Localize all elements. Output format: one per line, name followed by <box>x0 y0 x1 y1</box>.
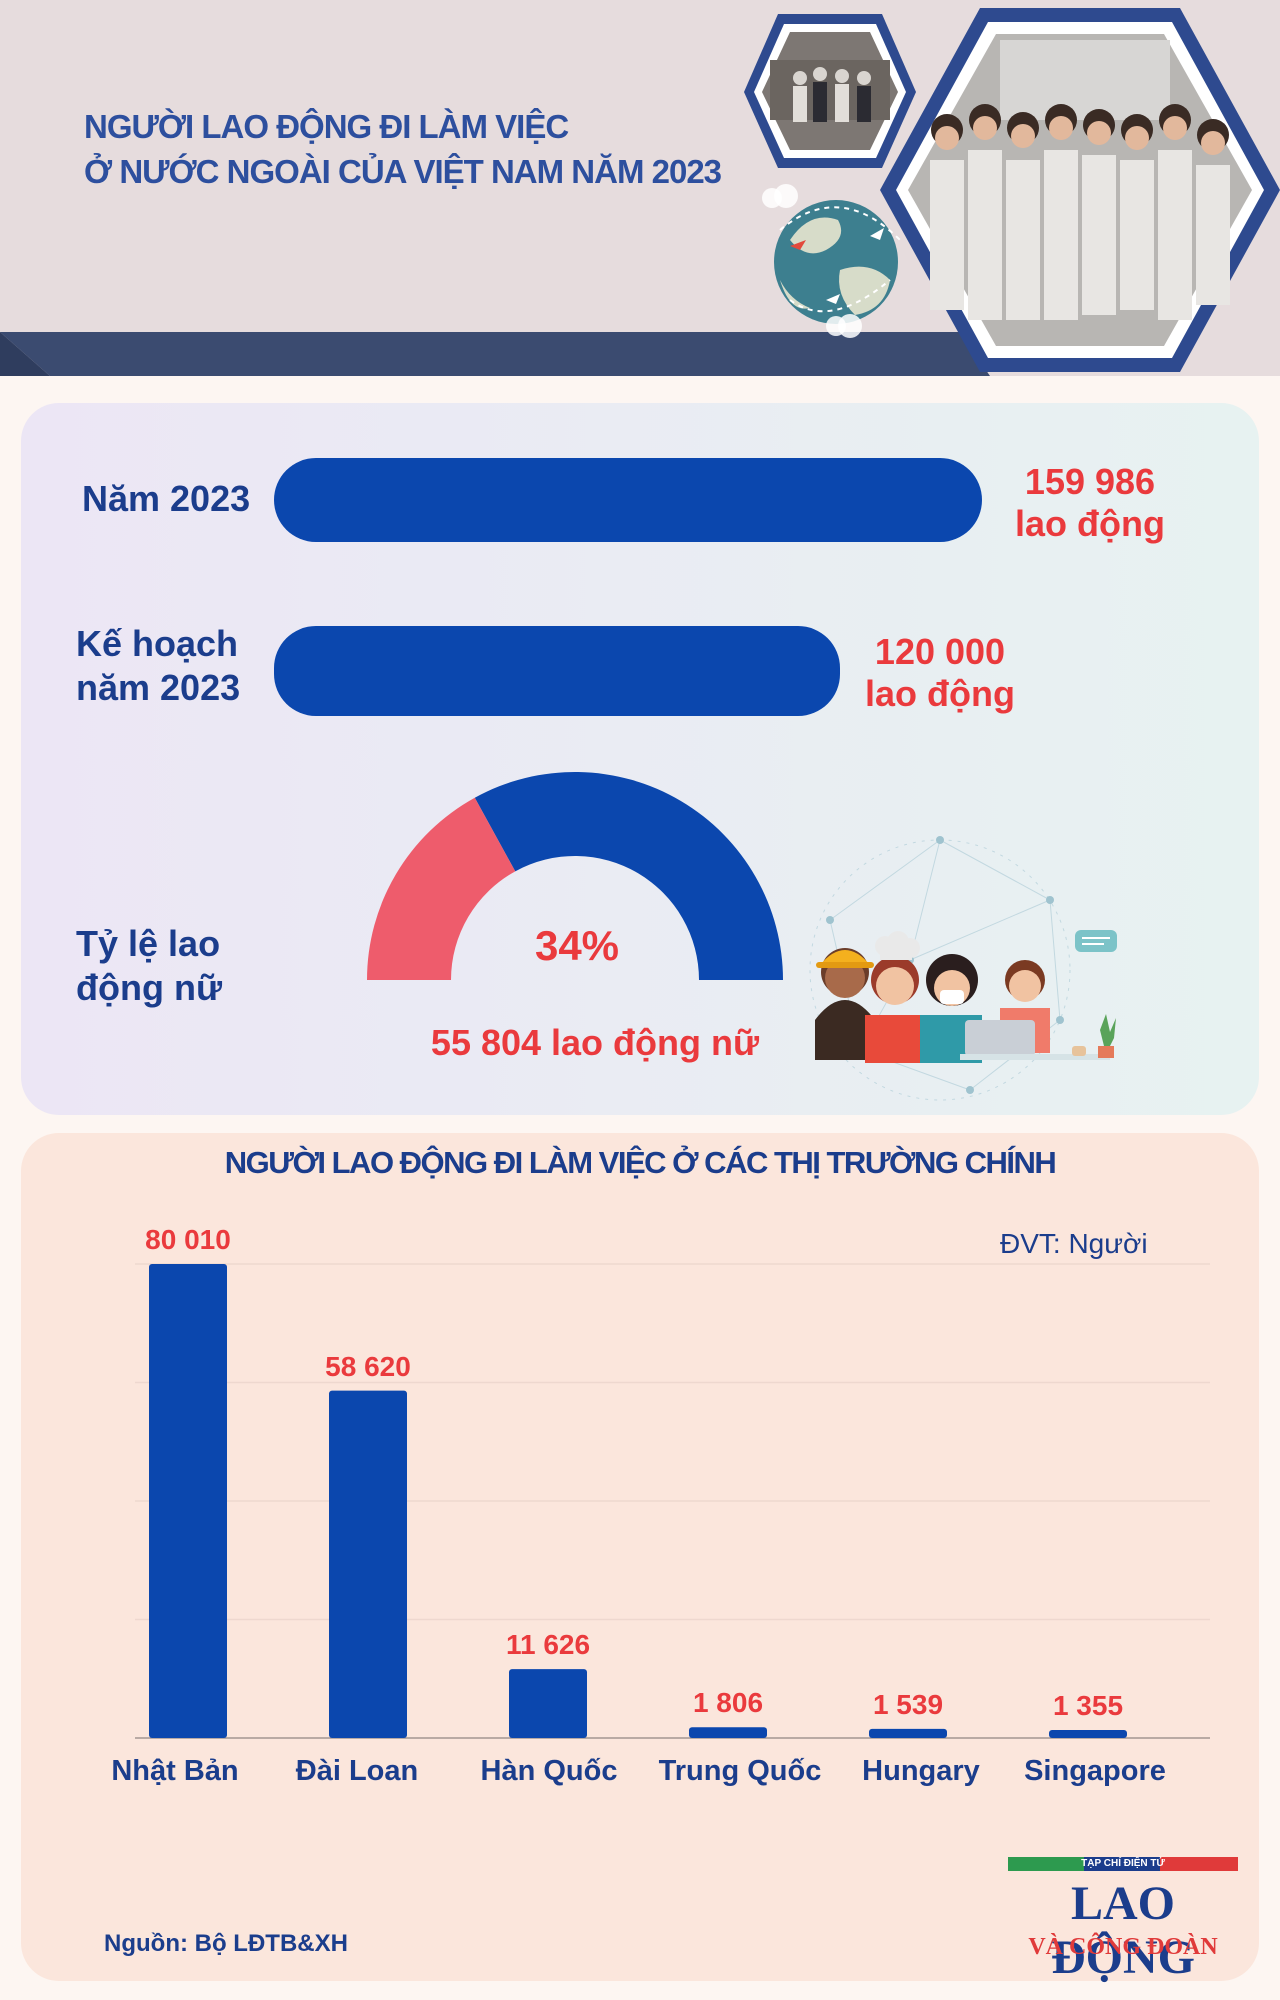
chart-data-label: 80 010 <box>145 1223 231 1255</box>
chart-category-label: Singapore <box>1024 1755 1166 1787</box>
chart-category-label: Hungary <box>862 1755 980 1787</box>
small-hexagon-photo <box>744 14 916 168</box>
market-panel <box>21 1133 1259 1981</box>
chart-bar <box>149 1263 227 1738</box>
female-percent: 34% <box>534 922 620 969</box>
source-note: Nguồn: Bộ LĐTB&XH <box>104 1930 348 1957</box>
chart-title: NGƯỜI LAO ĐỘNG ĐI LÀM VIỆC Ở CÁC THỊ TRƯ… <box>224 1145 1057 1180</box>
chart-category-label: Trung Quốc <box>658 1755 822 1787</box>
chart-bar <box>689 1727 767 1738</box>
actual-unit: lao động <box>1015 503 1165 544</box>
header-decoration <box>0 8 1280 376</box>
logo-sub-text: VÀ CÔNG ĐOÀN <box>1028 1934 1218 1960</box>
header-banner: NGƯỜI LAO ĐỘNG ĐI LÀM VIỆC Ở NƯỚC NGOÀI … <box>0 0 1280 376</box>
plan-label-line-1: Kế hoạch <box>76 623 239 664</box>
globe-icon <box>762 184 901 338</box>
chart-category-label: Hàn Quốc <box>480 1755 618 1787</box>
female-workers-illustration <box>809 836 1117 1101</box>
chart-data-label: 11 626 <box>505 1629 591 1661</box>
gauge-female-segment <box>367 797 516 980</box>
chart-data-label: 1 355 <box>1052 1689 1124 1721</box>
chart-data-label: 1 806 <box>692 1687 764 1719</box>
page-title: NGƯỜI LAO ĐỘNG ĐI LÀM VIỆC Ở NƯỚC NGOÀI … <box>84 104 784 194</box>
female-ratio-gauge <box>367 772 783 980</box>
worker-chef <box>865 931 925 1063</box>
worker-office <box>960 960 1116 1060</box>
actual-label: Năm 2023 <box>82 478 251 519</box>
logo-main-text: LAO ĐỘNG <box>1051 1877 1195 1984</box>
page-title-line-1: NGƯỜI LAO ĐỘNG ĐI LÀM VIỆC <box>84 108 569 145</box>
actual-bar <box>274 458 982 542</box>
large-hexagon-photo <box>880 8 1280 372</box>
actual-value: 159 986 <box>1024 461 1156 502</box>
chart-bar <box>509 1669 587 1738</box>
chart-category-label: Nhật Bản <box>111 1755 239 1787</box>
chart-bar <box>869 1728 947 1738</box>
plan-unit: lao động <box>865 673 1015 714</box>
female-count: 55 804 lao động nữ <box>430 1022 760 1063</box>
page-title-line-2: Ở NƯỚC NGOÀI CỦA VIỆT NAM NĂM 2023 <box>84 153 722 190</box>
plan-value: 120 000 <box>874 631 1006 672</box>
gauge-male-segment <box>474 772 783 980</box>
worker-helmet <box>815 948 875 1060</box>
chart-bar <box>1049 1729 1127 1738</box>
plan-label-line-2: năm 2023 <box>76 667 241 708</box>
plan-label: Kế hoạch năm 2023 <box>76 622 240 710</box>
chart-data-label: 58 620 <box>325 1350 411 1382</box>
chart-category-label: Đài Loan <box>295 1755 419 1787</box>
plan-bar <box>274 626 840 716</box>
female-label: Tỷ lệ lao động nữ <box>76 922 222 1010</box>
worker-nurse <box>920 954 982 1063</box>
chart-data-label: 1 539 <box>872 1688 944 1720</box>
plan-value-block: 120 000 lao động <box>820 631 1060 715</box>
actual-value-block: 159 986 lao động <box>970 461 1210 545</box>
female-label-line-2: động nữ <box>76 967 223 1008</box>
chart-unit-label: ĐVT: Người <box>1000 1228 1148 1259</box>
logo-top-text: TẠP CHÍ ĐIỆN TỬ <box>1081 1858 1165 1869</box>
chart-bar <box>329 1390 407 1738</box>
publication-logo: TẠP CHÍ ĐIỆN TỬ LAO ĐỘNG VÀ CÔNG ĐOÀN <box>1008 1857 1238 1984</box>
female-label-line-1: Tỷ lệ lao <box>76 923 221 964</box>
